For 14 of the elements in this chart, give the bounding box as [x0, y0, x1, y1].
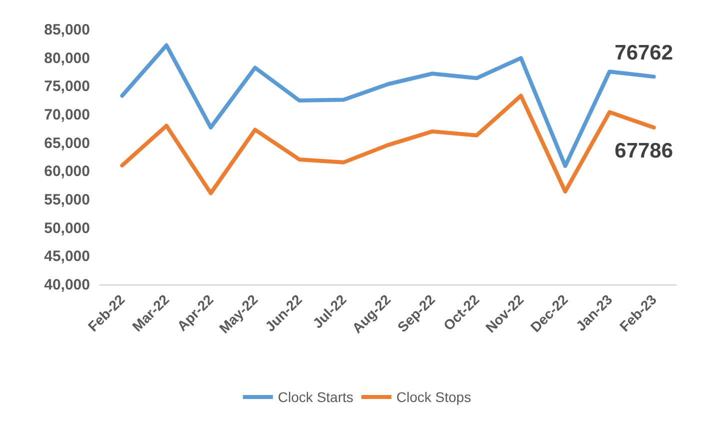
data-label: 76762 [614, 42, 674, 65]
y-tick-label: 70,000 [44, 106, 90, 124]
y-tick-label: 55,000 [44, 192, 90, 208]
legend-label: Clock Stops [396, 389, 472, 405]
y-tick-label: 40,000 [44, 276, 90, 294]
y-tick-label: 45,000 [44, 248, 90, 266]
y-tick-label: 85,000 [44, 22, 90, 38]
y-tick-label: 65,000 [44, 134, 90, 152]
y-tick-label: 60,000 [44, 163, 90, 180]
legend-label: Clock Starts [278, 389, 354, 405]
data-label: 67786 [614, 140, 674, 163]
y-tick-label: 50,000 [44, 220, 90, 237]
y-tick-label: 80,000 [44, 50, 90, 67]
y-tick-label: 75,000 [44, 78, 90, 96]
